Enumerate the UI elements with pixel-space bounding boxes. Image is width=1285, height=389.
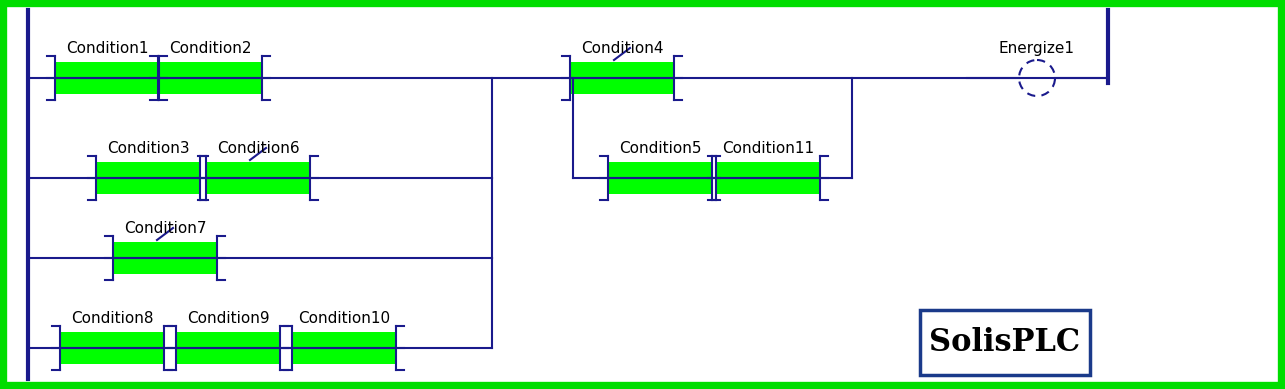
Text: Condition11: Condition11 [722, 141, 815, 156]
FancyBboxPatch shape [96, 162, 200, 194]
FancyBboxPatch shape [716, 162, 820, 194]
FancyBboxPatch shape [920, 310, 1090, 375]
FancyBboxPatch shape [292, 332, 396, 364]
Text: Condition7: Condition7 [123, 221, 207, 236]
FancyBboxPatch shape [206, 162, 310, 194]
Text: Condition9: Condition9 [186, 311, 270, 326]
Text: Energize1: Energize1 [998, 41, 1076, 56]
FancyBboxPatch shape [158, 62, 262, 94]
FancyBboxPatch shape [608, 162, 712, 194]
Text: Condition10: Condition10 [298, 311, 391, 326]
FancyBboxPatch shape [55, 62, 159, 94]
Text: Condition5: Condition5 [619, 141, 702, 156]
FancyBboxPatch shape [571, 62, 675, 94]
Text: Condition3: Condition3 [107, 141, 189, 156]
Text: Condition6: Condition6 [217, 141, 299, 156]
Text: Condition8: Condition8 [71, 311, 153, 326]
FancyBboxPatch shape [113, 242, 217, 274]
Text: Condition1: Condition1 [66, 41, 148, 56]
Text: Condition2: Condition2 [168, 41, 252, 56]
FancyBboxPatch shape [60, 332, 164, 364]
Text: SolisPLC: SolisPLC [929, 327, 1081, 358]
FancyBboxPatch shape [176, 332, 280, 364]
Text: Condition4: Condition4 [581, 41, 663, 56]
